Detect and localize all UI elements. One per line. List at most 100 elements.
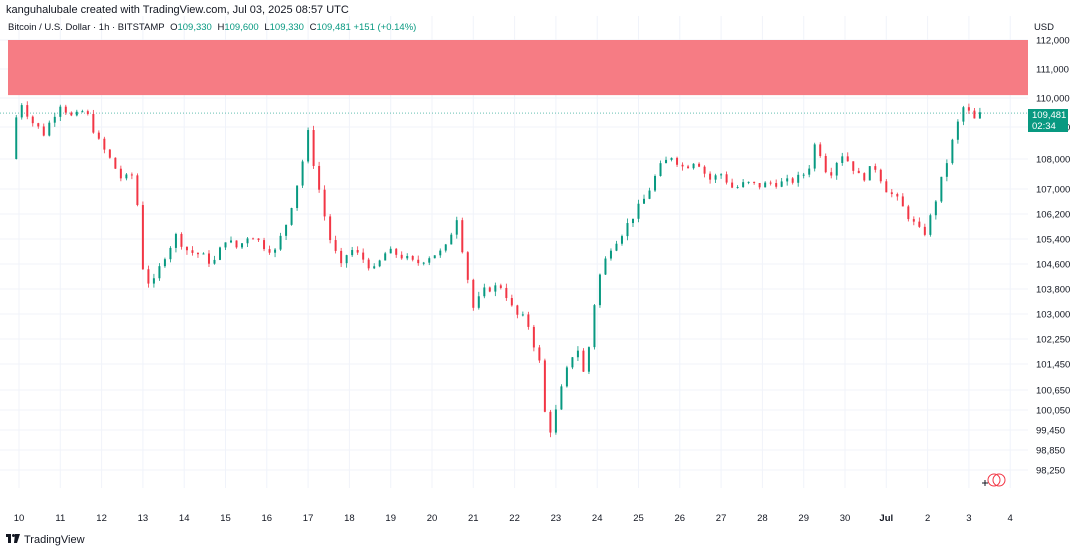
- candle-body: [218, 247, 221, 260]
- time-tick-label: 17: [303, 513, 314, 524]
- candle-body: [604, 258, 607, 275]
- candle: [665, 156, 668, 164]
- candle-body: [582, 350, 585, 372]
- candle-body: [769, 182, 772, 184]
- candle: [235, 240, 238, 249]
- price-tick-label: 98,250: [1036, 466, 1065, 477]
- candle-body: [406, 256, 409, 259]
- close-value: 109,481: [316, 22, 351, 33]
- candle-body: [422, 262, 425, 264]
- candle: [934, 199, 937, 220]
- candle-body: [791, 178, 794, 183]
- candle: [874, 163, 877, 173]
- candle: [48, 120, 51, 137]
- candle-body: [681, 164, 684, 167]
- time-tick-label: 20: [427, 513, 438, 524]
- candle: [141, 201, 144, 270]
- time-tick-label: 13: [138, 513, 149, 524]
- price-tick-label: 99,450: [1036, 426, 1065, 437]
- candle: [70, 111, 73, 117]
- price-tick-label: 107,000: [1036, 185, 1070, 196]
- candle: [119, 165, 122, 182]
- price-chart[interactable]: 112,000111,000110,000109,000108,000107,0…: [0, 16, 1080, 532]
- candle-body: [923, 226, 926, 235]
- candle-body: [290, 208, 293, 225]
- price-tick-label: 102,250: [1036, 335, 1070, 346]
- candle-body: [813, 144, 816, 169]
- candle-body: [53, 116, 56, 123]
- candle: [731, 178, 734, 189]
- candle-body: [598, 274, 601, 306]
- candle: [676, 156, 679, 168]
- time-tick-label: 28: [757, 513, 768, 524]
- candle-body: [444, 244, 447, 251]
- candle: [918, 217, 921, 228]
- candle: [692, 163, 695, 170]
- time-tick-label: 27: [716, 513, 727, 524]
- candle-body: [488, 287, 491, 292]
- price-tick-label: 100,650: [1036, 386, 1070, 397]
- candle: [841, 152, 844, 166]
- close-label: C: [309, 22, 317, 33]
- candle: [808, 164, 811, 178]
- candle: [428, 256, 431, 266]
- currency-label[interactable]: USD: [1033, 22, 1054, 33]
- candle: [516, 304, 519, 319]
- candle: [736, 185, 739, 189]
- candle: [163, 257, 166, 268]
- candle-body: [125, 174, 128, 179]
- time-tick-label: 4: [1008, 513, 1013, 524]
- alert-icon[interactable]: [982, 473, 1006, 487]
- candle: [246, 237, 249, 247]
- candle: [81, 109, 84, 113]
- candle: [384, 251, 387, 261]
- candle-body: [174, 233, 177, 248]
- candle: [130, 172, 133, 180]
- candle: [835, 161, 838, 180]
- time-tick-label: 2: [925, 513, 930, 524]
- candle-body: [158, 266, 161, 279]
- candle-body: [428, 258, 431, 263]
- candle-body: [753, 181, 756, 183]
- candle: [257, 238, 260, 242]
- candle: [554, 404, 557, 435]
- candle-body: [874, 166, 877, 170]
- candle-body: [951, 139, 954, 164]
- time-tick-label: 29: [798, 513, 809, 524]
- time-tick-label: 14: [179, 513, 190, 524]
- candle: [31, 115, 34, 127]
- candle: [956, 119, 959, 144]
- candle: [92, 109, 95, 134]
- candle: [769, 180, 772, 186]
- candle: [637, 199, 640, 223]
- low-label: L: [264, 22, 270, 33]
- candle-body: [615, 243, 618, 251]
- candle-body: [846, 156, 849, 162]
- candle: [356, 246, 359, 255]
- chart-area[interactable]: 112,000111,000110,000109,000108,000107,0…: [0, 16, 1080, 532]
- candle-body: [196, 252, 199, 255]
- candle: [846, 152, 849, 162]
- candle-body: [648, 190, 651, 199]
- candle: [654, 174, 657, 192]
- candle: [967, 103, 970, 114]
- candle: [813, 142, 816, 172]
- candle: [86, 109, 89, 116]
- candle-body: [879, 169, 882, 182]
- candle-body: [268, 249, 271, 253]
- candle-body: [775, 183, 778, 187]
- candle-body: [296, 185, 299, 209]
- candle-body: [802, 174, 805, 176]
- candle-body: [703, 166, 706, 174]
- candle-body: [543, 360, 546, 412]
- candle-body: [824, 155, 827, 173]
- price-axis: 112,000111,000110,000109,000108,000107,0…: [1036, 36, 1070, 477]
- candle: [180, 232, 183, 250]
- candle: [136, 173, 139, 207]
- time-tick-label: 24: [592, 513, 603, 524]
- candle-body: [64, 106, 67, 113]
- candle-body: [263, 240, 266, 250]
- candle: [780, 177, 783, 188]
- candle-body: [455, 220, 458, 235]
- footer-brand[interactable]: TradingView: [6, 534, 85, 546]
